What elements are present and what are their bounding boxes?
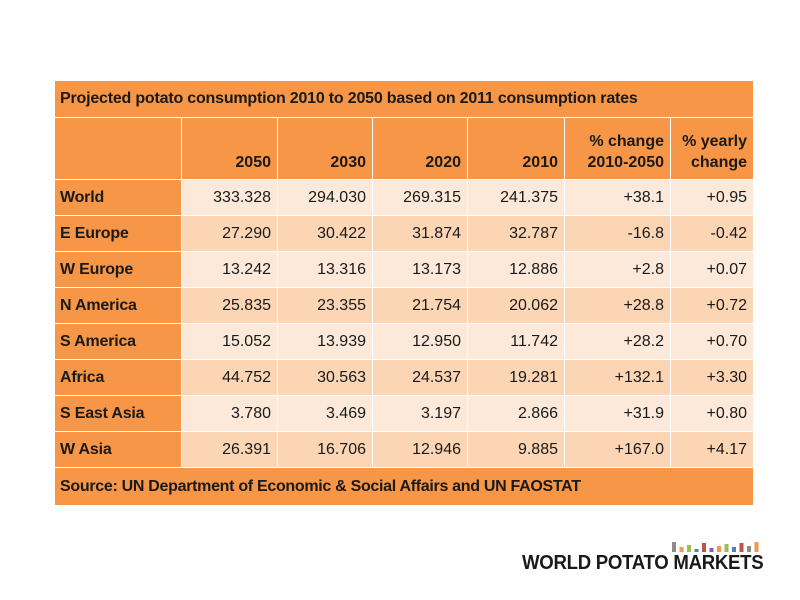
table-source: Source: UN Department of Economic & Soci… xyxy=(55,468,754,505)
row-region-label: W Europe xyxy=(55,252,182,288)
value-pct-change: +167.0 xyxy=(565,432,671,468)
header-row: 2050 2030 2020 2010 % change 2010-2050 %… xyxy=(55,118,754,180)
row-region-label: Africa xyxy=(55,360,182,396)
table-title: Projected potato consumption 2010 to 205… xyxy=(55,81,754,118)
value-2020: 21.754 xyxy=(373,288,468,324)
header-pct-change: % change 2010-2050 xyxy=(565,118,671,180)
value-yearly-change: +4.17 xyxy=(671,432,754,468)
header-yearly-change-line1: % yearly xyxy=(682,133,748,150)
value-yearly-change: +0.95 xyxy=(671,180,754,216)
header-pct-change-line1: % change xyxy=(589,133,664,150)
value-2030: 23.355 xyxy=(278,288,373,324)
logo-bar xyxy=(694,549,699,552)
consumption-table-container: Projected potato consumption 2010 to 205… xyxy=(55,81,754,505)
value-2050: 25.835 xyxy=(182,288,278,324)
logo-bar xyxy=(679,547,684,552)
value-pct-change: +38.1 xyxy=(565,180,671,216)
table-row: S East Asia 3.780 3.469 3.197 2.866 +31.9 +0.8… xyxy=(55,396,754,432)
value-2050: 13.242 xyxy=(182,252,278,288)
value-2020: 13.173 xyxy=(373,252,468,288)
value-2050: 15.052 xyxy=(182,324,278,360)
value-2010: 19.281 xyxy=(468,360,565,396)
header-yearly-change-line2: change xyxy=(691,154,748,171)
value-2030: 13.316 xyxy=(278,252,373,288)
value-pct-change: +28.2 xyxy=(565,324,671,360)
table-row: World 333.328 294.030 269.315 241.375 +38.1 +0… xyxy=(55,180,754,216)
value-2050: 44.752 xyxy=(182,360,278,396)
value-2030: 30.563 xyxy=(278,360,373,396)
value-2020: 24.537 xyxy=(373,360,468,396)
value-2010: 11.742 xyxy=(468,324,565,360)
header-2050: 2050 xyxy=(182,118,278,180)
value-2010: 9.885 xyxy=(468,432,565,468)
value-2020: 31.874 xyxy=(373,216,468,252)
value-pct-change: +2.8 xyxy=(565,252,671,288)
row-region-label: W Asia xyxy=(55,432,182,468)
value-2030: 13.939 xyxy=(278,324,373,360)
value-2020: 3.197 xyxy=(373,396,468,432)
value-yearly-change: +3.30 xyxy=(671,360,754,396)
logo-bar xyxy=(672,542,676,552)
logo-bar xyxy=(739,543,744,552)
logo-text: WORLD POTATO MARKETS xyxy=(522,552,764,574)
logo-bars-icon xyxy=(672,542,759,552)
value-pct-change: +31.9 xyxy=(565,396,671,432)
table-row: E Europe 27.290 30.422 31.874 32.787 -16.8 -0.… xyxy=(55,216,754,252)
value-2050: 26.391 xyxy=(182,432,278,468)
value-2020: 12.946 xyxy=(373,432,468,468)
value-2030: 3.469 xyxy=(278,396,373,432)
logo-bar xyxy=(724,544,729,552)
table-row: S America 15.052 13.939 12.950 11.742 +28.2 +0… xyxy=(55,324,754,360)
table-row: Africa 44.752 30.563 24.537 19.281 +132.1 +3.3… xyxy=(55,360,754,396)
table-row: N America 25.835 23.355 21.754 20.062 +28.8 +0… xyxy=(55,288,754,324)
value-2020: 12.950 xyxy=(373,324,468,360)
value-2020: 269.315 xyxy=(373,180,468,216)
row-region-label: S America xyxy=(55,324,182,360)
value-2010: 2.866 xyxy=(468,396,565,432)
value-pct-change: -16.8 xyxy=(565,216,671,252)
table-row: W Asia 26.391 16.706 12.946 9.885 +167.0 +4.17 xyxy=(55,432,754,468)
value-2010: 20.062 xyxy=(468,288,565,324)
value-2030: 294.030 xyxy=(278,180,373,216)
row-region-label: E Europe xyxy=(55,216,182,252)
value-2050: 3.780 xyxy=(182,396,278,432)
table-row: W Europe 13.242 13.316 13.173 12.886 +2.8 +0.0… xyxy=(55,252,754,288)
value-2050: 333.328 xyxy=(182,180,278,216)
world-potato-markets-logo: WORLD POTATO MARKETS xyxy=(522,536,764,576)
value-yearly-change: +0.07 xyxy=(671,252,754,288)
logo-bar xyxy=(687,545,691,552)
header-2010: 2010 xyxy=(468,118,565,180)
value-2010: 12.886 xyxy=(468,252,565,288)
value-2030: 30.422 xyxy=(278,216,373,252)
value-pct-change: +132.1 xyxy=(565,360,671,396)
value-yearly-change: +0.72 xyxy=(671,288,754,324)
header-2030: 2030 xyxy=(278,118,373,180)
value-2010: 32.787 xyxy=(468,216,565,252)
value-pct-change: +28.8 xyxy=(565,288,671,324)
logo-bar xyxy=(754,542,759,552)
header-yearly-change: % yearly change xyxy=(671,118,754,180)
value-2030: 16.706 xyxy=(278,432,373,468)
logo-bar xyxy=(702,543,706,552)
logo-bar xyxy=(747,546,751,552)
row-region-label: S East Asia xyxy=(55,396,182,432)
header-pct-change-line2: 2010-2050 xyxy=(587,154,664,171)
consumption-table: Projected potato consumption 2010 to 205… xyxy=(55,81,754,505)
header-blank-cell xyxy=(55,118,182,180)
logo-bar xyxy=(709,548,714,552)
logo-bar xyxy=(732,547,736,552)
row-region-label: N America xyxy=(55,288,182,324)
row-region-label: World xyxy=(55,180,182,216)
value-2050: 27.290 xyxy=(182,216,278,252)
value-yearly-change: -0.42 xyxy=(671,216,754,252)
value-yearly-change: +0.80 xyxy=(671,396,754,432)
value-yearly-change: +0.70 xyxy=(671,324,754,360)
logo-bar xyxy=(717,546,721,552)
value-2010: 241.375 xyxy=(468,180,565,216)
header-2020: 2020 xyxy=(373,118,468,180)
